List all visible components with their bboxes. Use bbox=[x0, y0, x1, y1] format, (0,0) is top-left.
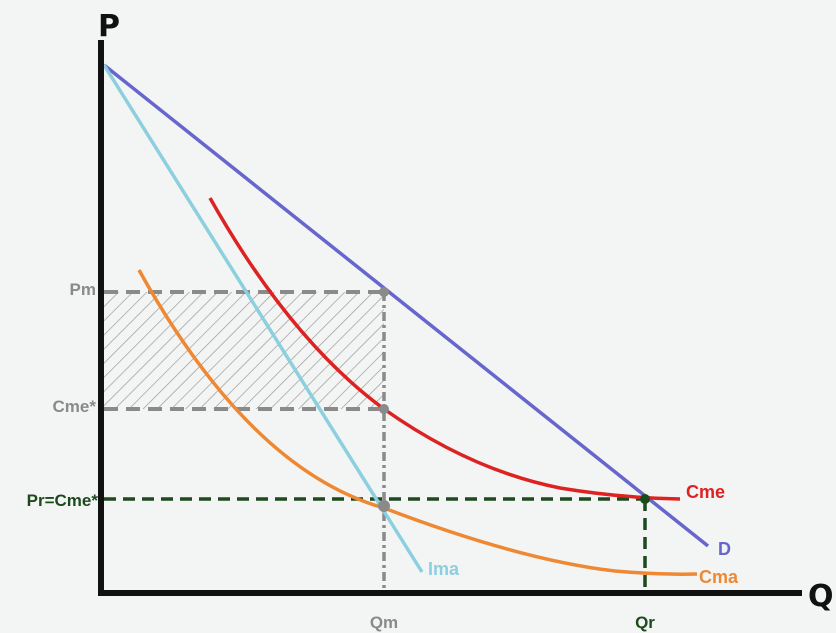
average-cost-curve bbox=[208, 197, 681, 501]
tick-label-qm: Qm bbox=[370, 613, 398, 632]
profit-hatched-area bbox=[104, 292, 384, 409]
marginal-revenue-curve bbox=[102, 64, 424, 573]
axes bbox=[98, 40, 802, 596]
tick-label-qr: Qr bbox=[635, 613, 655, 632]
monopoly-price-point bbox=[379, 287, 389, 297]
green-guide-lines bbox=[104, 497, 647, 594]
mr-mc-intersection-point bbox=[378, 500, 390, 512]
y-axis-label: P bbox=[98, 9, 120, 44]
average-cost-at-qm-point bbox=[379, 404, 389, 414]
tick-label-pr-cme-star: Pr=Cme* bbox=[27, 491, 99, 510]
marginal-cost-curve bbox=[137, 269, 698, 576]
tick-label-pm: Pm bbox=[70, 280, 96, 299]
demand-curve bbox=[102, 63, 710, 548]
marginal-revenue-label: Ima bbox=[428, 559, 460, 579]
average-cost-label: Cme bbox=[686, 482, 725, 502]
x-axis-label: Q bbox=[808, 579, 834, 614]
tick-label-cme-star: Cme* bbox=[53, 397, 97, 416]
regulated-price-point bbox=[640, 494, 650, 504]
marginal-cost-label: Cma bbox=[699, 567, 739, 587]
demand-label: D bbox=[718, 539, 731, 559]
